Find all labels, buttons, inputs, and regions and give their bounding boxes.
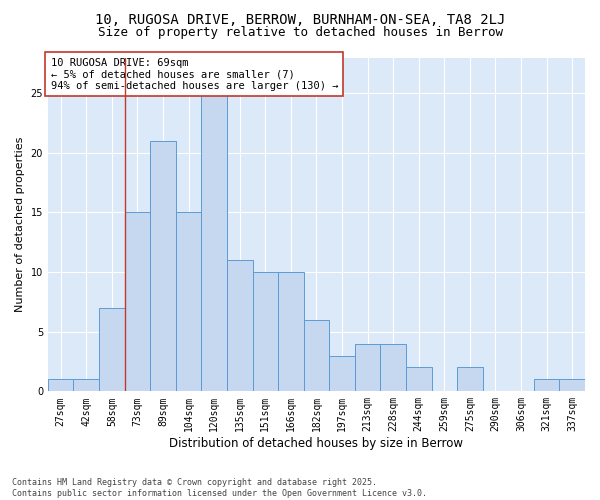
Text: Contains HM Land Registry data © Crown copyright and database right 2025.
Contai: Contains HM Land Registry data © Crown c… — [12, 478, 427, 498]
Bar — [125, 212, 150, 392]
Bar — [304, 320, 329, 392]
Bar — [73, 380, 99, 392]
Bar — [227, 260, 253, 392]
Bar — [534, 380, 559, 392]
X-axis label: Distribution of detached houses by size in Berrow: Distribution of detached houses by size … — [169, 437, 463, 450]
Bar — [380, 344, 406, 392]
Bar — [278, 272, 304, 392]
Bar — [559, 380, 585, 392]
Bar — [176, 212, 202, 392]
Bar — [457, 368, 482, 392]
Text: Size of property relative to detached houses in Berrow: Size of property relative to detached ho… — [97, 26, 503, 39]
Bar — [99, 308, 125, 392]
Bar — [48, 380, 73, 392]
Bar — [253, 272, 278, 392]
Text: 10, RUGOSA DRIVE, BERROW, BURNHAM-ON-SEA, TA8 2LJ: 10, RUGOSA DRIVE, BERROW, BURNHAM-ON-SEA… — [95, 12, 505, 26]
Bar — [150, 141, 176, 392]
Y-axis label: Number of detached properties: Number of detached properties — [15, 136, 25, 312]
Text: 10 RUGOSA DRIVE: 69sqm
← 5% of detached houses are smaller (7)
94% of semi-detac: 10 RUGOSA DRIVE: 69sqm ← 5% of detached … — [50, 58, 338, 90]
Bar — [329, 356, 355, 392]
Bar — [406, 368, 431, 392]
Bar — [202, 94, 227, 392]
Bar — [355, 344, 380, 392]
